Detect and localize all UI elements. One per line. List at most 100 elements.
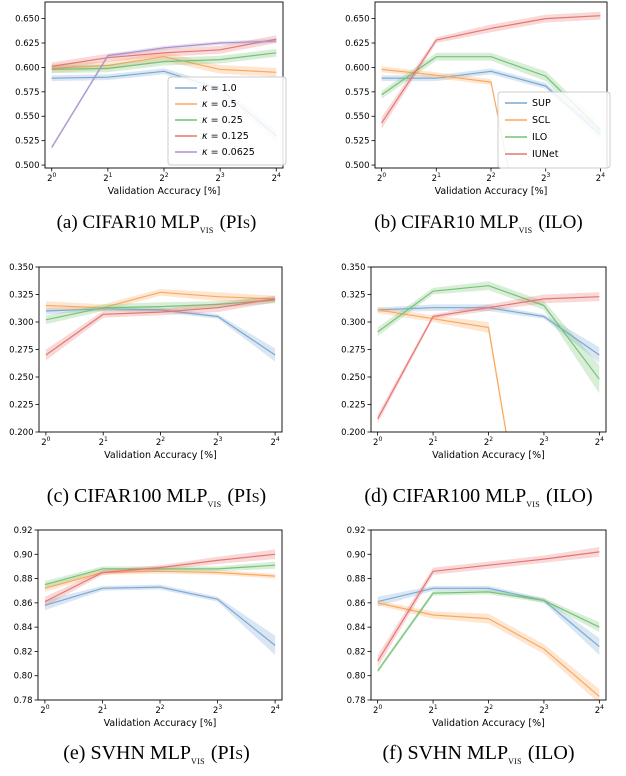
x-tick-label: 21	[428, 704, 437, 716]
x-axis-label: Validation Accuracy [%]	[435, 186, 548, 197]
plot-area	[371, 267, 606, 432]
x-tick-label: 24	[270, 436, 279, 448]
series-band-green	[45, 296, 276, 325]
caption-subscript: vis	[518, 223, 533, 236]
legend: κ = 1.0 κ = 0.5 κ = 0.25 κ = 0.125 κ = 0.062…	[167, 76, 287, 166]
y-tick-label: 0.275	[341, 346, 365, 356]
plot-border	[370, 529, 607, 701]
series-band-orange	[51, 52, 277, 77]
series-band-blue	[377, 585, 600, 656]
legend-label: κ = 0.0625	[202, 147, 255, 158]
caption-a: (a) CIFAR10 MLPvis (PIs)	[0, 200, 313, 236]
legend-label: IUNet	[532, 149, 559, 160]
series-line-orange	[45, 291, 276, 309]
series-line-blue	[377, 587, 600, 648]
y-tick-label: 0.90	[14, 550, 33, 560]
caption-subscript: vis	[508, 755, 522, 767]
chart-cifar100-pis: 0.200 0.225 0.250 0.275 0.300 0.325 0.350 20 21 2…	[9, 263, 283, 461]
x-tick-label: 24	[270, 704, 279, 716]
x-axis-label: Validation Accuracy [%]	[104, 450, 217, 461]
series-band-red	[44, 549, 276, 607]
series-line-blue	[44, 586, 276, 646]
y-tick-label: 0.82	[14, 647, 33, 657]
x-tick-label: 23	[216, 172, 225, 184]
y-tick-label: 0.300	[341, 318, 365, 328]
x-tick-label: 20	[40, 704, 49, 716]
x-tick-label: 21	[103, 172, 112, 184]
x-tick-label: 20	[377, 172, 386, 184]
plot-area	[371, 530, 606, 700]
subplot-d: 0.200 0.225 0.250 0.275 0.300 0.325 0.350 20 21 2…	[313, 245, 626, 520]
x-tick-label: 20	[373, 704, 382, 716]
x-tick-label: 21	[98, 704, 107, 716]
y-tick-label: 0.550	[345, 112, 369, 122]
legend: SUP SCL ILO IUNet	[497, 91, 611, 169]
series-line-red	[45, 298, 276, 356]
y-tick-label: 0.92	[14, 526, 33, 536]
y-tick-label: 0.88	[14, 575, 33, 585]
x-tick-label: 22	[159, 172, 168, 184]
y-tick-label: 0.575	[15, 88, 39, 98]
y-tick-label: 0.225	[9, 401, 33, 411]
x-axis-label: Validation Accuracy [%]	[108, 186, 221, 197]
y-tick-label: 0.525	[345, 137, 369, 147]
caption-subscript: vis	[199, 223, 214, 236]
series-line-blue	[45, 308, 276, 356]
y-tick-label: 0.80	[347, 672, 366, 682]
caption-title: CIFAR10 MLP	[401, 212, 519, 233]
x-tick-label: 23	[213, 704, 222, 716]
caption-label: (e)	[63, 742, 86, 764]
subplot-b: 0.500 0.525 0.550 0.575 0.600 0.625 0.650 20 21 2…	[313, 0, 626, 245]
x-tick-label: 21	[99, 436, 108, 448]
y-tick-label: 0.200	[9, 428, 33, 438]
caption-title: SVHN MLP	[90, 742, 192, 764]
caption-subscript: vis	[207, 498, 222, 510]
series-line-red	[44, 553, 276, 603]
y-tick-label: 0.575	[345, 88, 369, 98]
y-tick-label: 0.250	[341, 373, 365, 383]
x-tick-label: 24	[595, 704, 604, 716]
series-band-orange	[45, 289, 276, 311]
series-line-orange	[44, 570, 276, 589]
series-band-blue	[377, 304, 600, 363]
x-tick-label: 24	[595, 436, 604, 448]
x-tick-label: 22	[156, 436, 165, 448]
caption-title: CIFAR100 MLP	[392, 485, 527, 507]
series-band-green	[44, 561, 276, 589]
y-tick-label: 0.82	[347, 647, 366, 657]
y-tick-label: 0.200	[341, 428, 365, 438]
series-line-orange	[51, 56, 277, 73]
caption-method: (PIs)	[219, 212, 257, 233]
series-band-red	[377, 547, 600, 668]
legend-label: κ = 0.125	[202, 131, 249, 142]
x-tick-label: 20	[41, 436, 50, 448]
y-tick-label: 0.500	[345, 161, 369, 171]
series-line-green	[377, 591, 600, 672]
caption-method: (ILO)	[546, 485, 593, 507]
legend-label: SCL	[532, 115, 551, 126]
caption-e: (e) SVHN MLPvis (PIs)	[0, 735, 313, 767]
y-tick-label: 0.84	[347, 623, 366, 633]
legend-label: κ = 1.0	[202, 83, 237, 94]
x-tick-label: 23	[541, 172, 550, 184]
y-tick-label: 0.600	[15, 63, 39, 73]
caption-label: (f)	[382, 742, 403, 764]
series-line-orange	[377, 602, 600, 697]
series-line-green	[377, 285, 600, 380]
series-line-red	[377, 296, 600, 420]
chart-svhn-pis: 0.78 0.80 0.82 0.84 0.86 0.88 0.90 0.92 20 21 22 23…	[14, 526, 283, 729]
plot-area	[39, 267, 282, 432]
caption-method: (PIs)	[210, 742, 250, 764]
series-band-orange	[377, 600, 600, 700]
series-line-green	[45, 299, 276, 321]
y-tick-label: 0.550	[15, 112, 39, 122]
caption-title: SVHN MLP	[407, 742, 509, 764]
y-tick-label: 0.650	[15, 15, 39, 25]
caption-method: (PIs)	[227, 485, 267, 507]
x-axis-label: Validation Accuracy [%]	[432, 450, 545, 461]
series-line-green	[51, 52, 277, 70]
x-tick-label: 20	[373, 436, 382, 448]
series-band-green	[377, 281, 600, 394]
legend-label: ILO	[532, 132, 547, 143]
